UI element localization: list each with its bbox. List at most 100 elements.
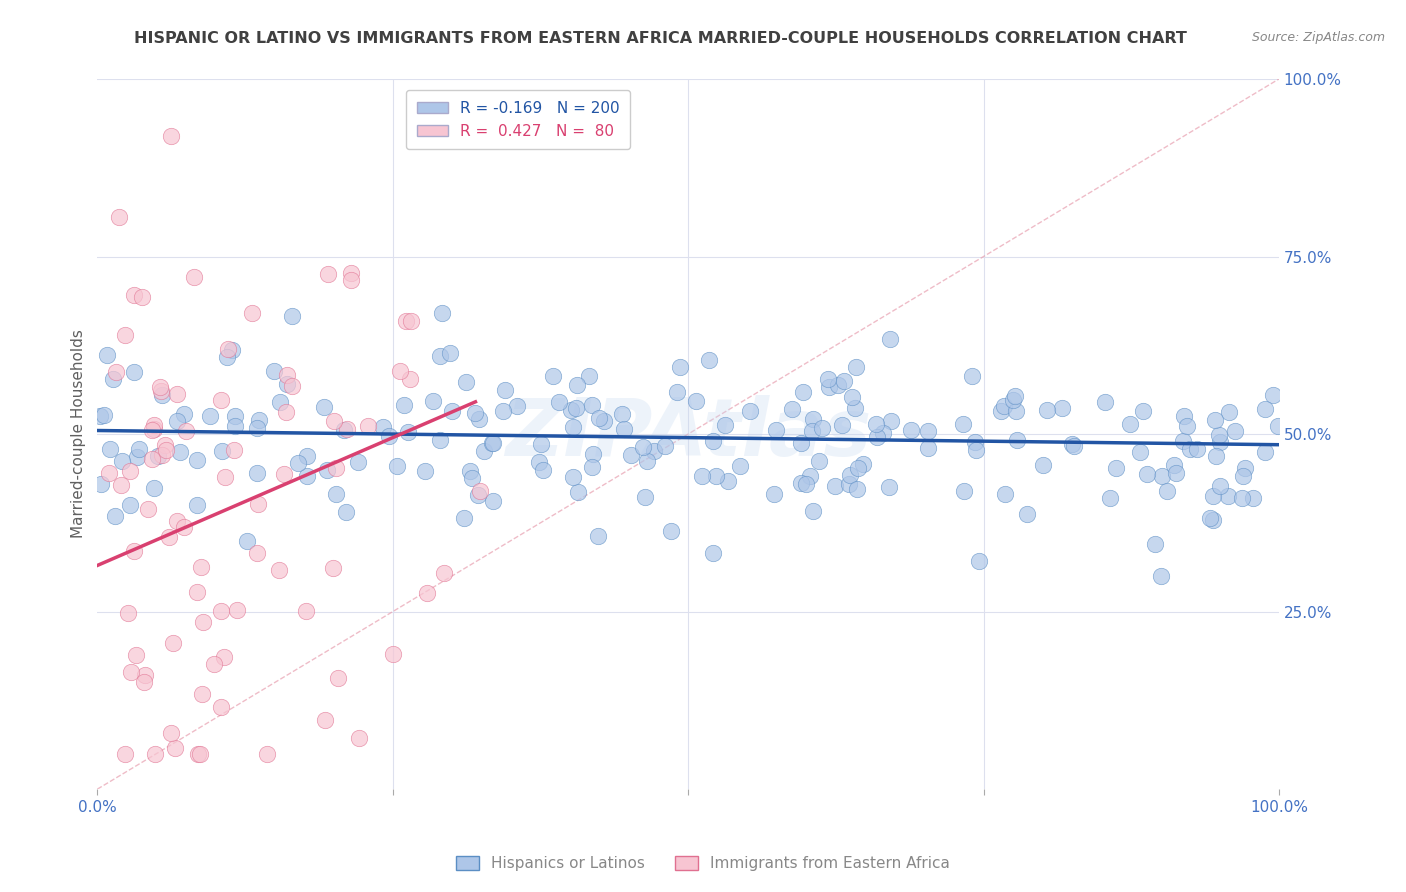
Point	[852, 457, 875, 471]
Legend: Hispanics or Latinos, Immigrants from Eastern Africa: Hispanics or Latinos, Immigrants from Ea…	[450, 849, 956, 877]
Point	[917, 441, 939, 455]
Point	[225, 603, 247, 617]
Point	[103, 508, 125, 523]
Point	[565, 401, 588, 416]
Point	[1129, 445, 1152, 459]
Point	[1209, 479, 1232, 493]
Point	[413, 464, 436, 478]
Point	[1143, 537, 1166, 551]
Point	[789, 476, 811, 491]
Point	[633, 490, 655, 504]
Point	[381, 647, 404, 661]
Point	[209, 392, 232, 407]
Point	[134, 667, 156, 681]
Point	[1234, 461, 1257, 475]
Point	[325, 460, 347, 475]
Point	[839, 467, 862, 482]
Point	[125, 648, 148, 663]
Point	[481, 436, 503, 450]
Point	[149, 380, 172, 394]
Point	[101, 372, 124, 386]
Point	[399, 372, 422, 386]
Point	[846, 461, 869, 475]
Point	[494, 384, 516, 398]
Point	[122, 544, 145, 558]
Point	[389, 364, 412, 378]
Point	[157, 530, 180, 544]
Point	[877, 480, 900, 494]
Point	[114, 747, 136, 761]
Point	[592, 414, 614, 428]
Point	[1267, 419, 1289, 434]
Point	[1050, 401, 1073, 416]
Point	[610, 407, 633, 421]
Point	[173, 407, 195, 421]
Point	[581, 398, 603, 412]
Point	[136, 501, 159, 516]
Point	[994, 487, 1017, 501]
Point	[193, 615, 215, 630]
Point	[460, 471, 482, 485]
Point	[578, 369, 600, 384]
Point	[1173, 409, 1195, 424]
Y-axis label: Married-couple Households: Married-couple Households	[72, 330, 86, 539]
Point	[141, 452, 163, 467]
Point	[541, 369, 564, 384]
Point	[440, 404, 463, 418]
Point	[433, 566, 456, 580]
Point	[186, 452, 208, 467]
Point	[492, 404, 515, 418]
Point	[240, 306, 263, 320]
Point	[474, 444, 496, 458]
Point	[1263, 388, 1285, 402]
Point	[1150, 469, 1173, 483]
Point	[143, 747, 166, 761]
Point	[166, 514, 188, 528]
Point	[1062, 436, 1084, 450]
Point	[527, 455, 550, 469]
Point	[280, 379, 302, 393]
Point	[267, 563, 290, 577]
Point	[224, 419, 246, 434]
Point	[668, 360, 690, 375]
Point	[215, 350, 238, 364]
Point	[110, 478, 132, 492]
Point	[188, 747, 211, 761]
Point	[636, 454, 658, 468]
Point	[439, 346, 461, 360]
Point	[347, 455, 370, 469]
Point	[1208, 427, 1230, 442]
Point	[295, 604, 318, 618]
Point	[287, 456, 309, 470]
Point	[429, 349, 451, 363]
Point	[990, 404, 1012, 418]
Point	[1136, 467, 1159, 481]
Point	[1105, 460, 1128, 475]
Point	[1132, 404, 1154, 418]
Point	[1185, 442, 1208, 457]
Point	[952, 484, 974, 499]
Point	[191, 687, 214, 701]
Point	[1094, 394, 1116, 409]
Point	[280, 309, 302, 323]
Point	[399, 314, 422, 328]
Point	[728, 458, 751, 473]
Point	[160, 726, 183, 740]
Point	[963, 434, 986, 449]
Point	[1254, 444, 1277, 458]
Point	[190, 560, 212, 574]
Point	[1118, 417, 1140, 431]
Point	[588, 529, 610, 543]
Point	[1254, 402, 1277, 417]
Point	[429, 434, 451, 448]
Point	[1005, 404, 1028, 418]
Point	[824, 479, 846, 493]
Point	[169, 445, 191, 459]
Point	[531, 463, 554, 477]
Point	[993, 399, 1015, 413]
Point	[98, 442, 121, 457]
Point	[155, 443, 177, 458]
Point	[1004, 389, 1026, 403]
Point	[1175, 419, 1198, 434]
Point	[394, 398, 416, 412]
